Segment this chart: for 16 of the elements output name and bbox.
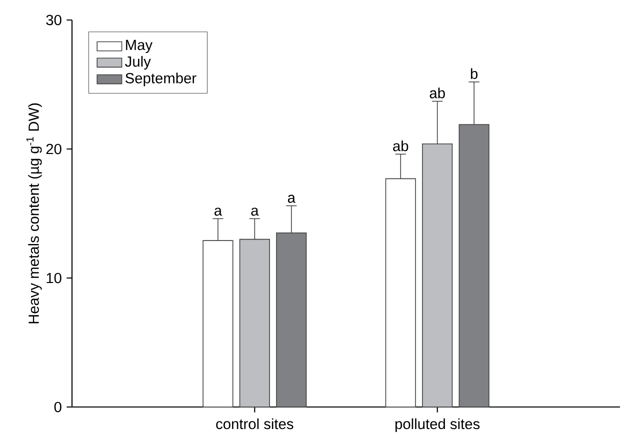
annotation: a <box>214 208 222 216</box>
annotation: ab <box>393 140 408 152</box>
y-tick-label: 30 <box>46 14 62 26</box>
legend-label: July <box>125 56 151 70</box>
annotation: a <box>251 208 259 216</box>
y-axis-title: Heavy metals content (µg g$^{-1}$ DW) <box>26 103 42 324</box>
x-tick-label: polluted sites <box>395 418 480 432</box>
annotation: ab <box>430 88 445 98</box>
annotation: a <box>288 194 296 203</box>
legend-label: September <box>126 72 196 86</box>
y-tick-label: 0 <box>54 402 62 412</box>
legend-label: May <box>126 40 153 53</box>
y-tick-label: 10 <box>46 272 62 284</box>
y-tick-label: 20 <box>46 144 62 154</box>
x-tick-label: control sites <box>216 418 294 430</box>
annotation: b <box>470 68 478 79</box>
